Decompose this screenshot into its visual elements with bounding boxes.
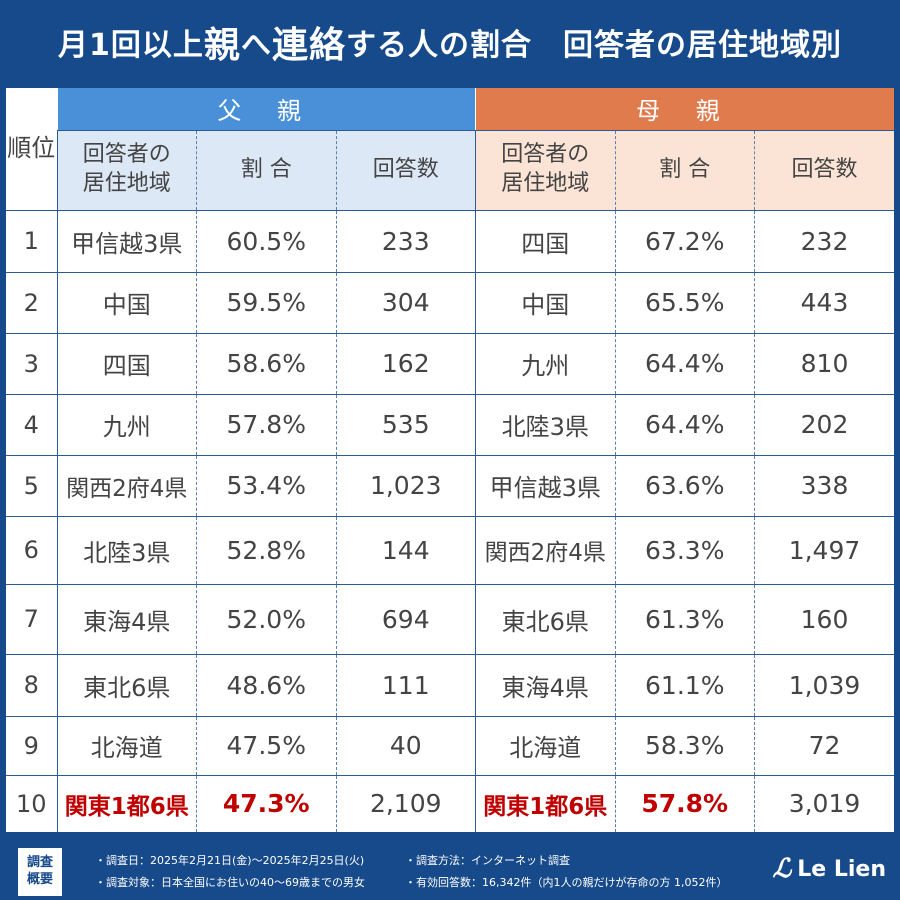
le-lien-logo: ℒ Le Lien bbox=[772, 854, 886, 884]
father-area-cell: 関東1都6県 bbox=[56, 775, 197, 832]
table-row: 5 関西2府4県 53.4% 1,023 甲信越3県 63.6% 338 bbox=[6, 455, 894, 517]
mother-count-header: 回答数 bbox=[754, 130, 894, 211]
survey-target: ・調査対象：日本全国にお住いの40～69歳までの男女 bbox=[95, 876, 365, 889]
mother-count-cell: 1,497 bbox=[754, 516, 894, 585]
mother-count-cell: 202 bbox=[754, 394, 894, 456]
mother-count-cell: 1,039 bbox=[754, 654, 894, 717]
father-count-cell: 694 bbox=[335, 584, 476, 655]
mother-count-cell: 3,019 bbox=[754, 775, 894, 832]
mother-area-cell: 北海道 bbox=[475, 716, 615, 776]
table-row: 2 中国 59.5% 304 中国 65.5% 443 bbox=[6, 272, 894, 334]
father-count-cell: 144 bbox=[335, 516, 476, 585]
father-ratio-cell: 60.5% bbox=[196, 210, 336, 273]
mother-ratio-cell: 61.3% bbox=[614, 584, 755, 655]
rank-header: 順位 bbox=[6, 88, 57, 211]
father-ratio-cell: 48.6% bbox=[196, 654, 336, 717]
table-row: 7 東海4県 52.0% 694 東北6県 61.3% 160 bbox=[6, 584, 894, 655]
father-count-cell: 111 bbox=[335, 654, 476, 717]
mother-ratio-cell: 58.3% bbox=[614, 716, 755, 776]
mother-ratio-cell: 63.3% bbox=[614, 516, 755, 585]
father-count-cell: 233 bbox=[335, 210, 476, 273]
survey-summary: 調査 概要 ・調査日：2025年2月21日(金)～2025年2月25日(火) ・… bbox=[0, 836, 900, 900]
father-count-cell: 535 bbox=[335, 394, 476, 456]
father-ratio-cell: 53.4% bbox=[196, 455, 336, 517]
father-ratio-cell: 58.6% bbox=[196, 333, 336, 395]
father-ratio-cell: 52.8% bbox=[196, 516, 336, 585]
mother-ratio-cell: 63.6% bbox=[614, 455, 755, 517]
mother-header: 母 親 bbox=[475, 88, 894, 131]
logo-mark-icon: ℒ bbox=[772, 854, 792, 884]
rank-cell: 2 bbox=[6, 272, 57, 334]
table-row: 3 四国 58.6% 162 九州 64.4% 810 bbox=[6, 333, 894, 395]
rank-cell: 1 bbox=[6, 210, 57, 273]
father-area-cell: 甲信越3県 bbox=[56, 210, 197, 273]
father-area-cell: 四国 bbox=[56, 333, 197, 395]
rank-cell: 4 bbox=[6, 394, 57, 456]
father-count-cell: 40 bbox=[335, 716, 476, 776]
mother-area-cell: 九州 bbox=[475, 333, 615, 395]
mother-ratio-cell: 67.2% bbox=[614, 210, 755, 273]
mother-count-cell: 810 bbox=[754, 333, 894, 395]
table-row: 1 甲信越3県 60.5% 233 四国 67.2% 232 bbox=[6, 210, 894, 273]
mother-count-cell: 338 bbox=[754, 455, 894, 517]
father-area-cell: 東海4県 bbox=[56, 584, 197, 655]
table-row: 6 北陸3県 52.8% 144 関西2府4県 63.3% 1,497 bbox=[6, 516, 894, 585]
mother-area-cell: 中国 bbox=[475, 272, 615, 334]
father-area-cell: 関西2府4県 bbox=[56, 455, 197, 517]
father-ratio-cell: 47.5% bbox=[196, 716, 336, 776]
father-area-cell: 北海道 bbox=[56, 716, 197, 776]
father-count-cell: 2,109 bbox=[335, 775, 476, 832]
mother-ratio-cell: 61.1% bbox=[614, 654, 755, 717]
mother-ratio-cell: 57.8% bbox=[614, 775, 755, 832]
survey-responses: ・有効回答数：16,342件（内1人の親だけが存命の方 1,052件） bbox=[405, 876, 728, 889]
father-area-cell: 九州 bbox=[56, 394, 197, 456]
father-ratio-header: 割 合 bbox=[196, 130, 336, 211]
mother-ratio-cell: 65.5% bbox=[614, 272, 755, 334]
mother-count-cell: 443 bbox=[754, 272, 894, 334]
mother-ratio-cell: 64.4% bbox=[614, 394, 755, 456]
rank-cell: 7 bbox=[6, 584, 57, 655]
mother-area-cell: 関西2府4県 bbox=[475, 516, 615, 585]
father-area-cell: 中国 bbox=[56, 272, 197, 334]
rank-cell: 9 bbox=[6, 716, 57, 776]
mother-area-cell: 甲信越3県 bbox=[475, 455, 615, 517]
father-area-cell: 北陸3県 bbox=[56, 516, 197, 585]
mother-area-cell: 四国 bbox=[475, 210, 615, 273]
table-row: 9 北海道 47.5% 40 北海道 58.3% 72 bbox=[6, 716, 894, 776]
ranking-table: 順位 父 親 母 親 回答者の 居住地域 割 合 回答数 回答者の 居住地域 割… bbox=[6, 88, 894, 832]
father-ratio-cell: 59.5% bbox=[196, 272, 336, 334]
father-count-cell: 1,023 bbox=[335, 455, 476, 517]
rank-cell: 10 bbox=[15, 789, 47, 818]
mother-area-cell: 北陸3県 bbox=[475, 394, 615, 456]
rank-cell: 6 bbox=[6, 516, 57, 585]
father-ratio-cell: 57.8% bbox=[196, 394, 336, 456]
father-count-header: 回答数 bbox=[335, 130, 476, 211]
father-count-cell: 304 bbox=[335, 272, 476, 334]
mother-count-cell: 232 bbox=[754, 210, 894, 273]
mother-ratio-header: 割 合 bbox=[614, 130, 755, 211]
survey-badge: 調査 概要 bbox=[18, 848, 62, 896]
table-row: 10 関東1都6県 47.3% 2,109 関東1都6県 57.8% 3,019 bbox=[6, 775, 894, 832]
mother-ratio-cell: 64.4% bbox=[614, 333, 755, 395]
table-row: 4 九州 57.8% 535 北陸3県 64.4% 202 bbox=[6, 394, 894, 456]
page-title: 月1回以上親へ連絡 する人の割合 回答者の居住地域別 bbox=[58, 25, 842, 66]
father-ratio-cell: 52.0% bbox=[196, 584, 336, 655]
mother-count-cell: 160 bbox=[754, 584, 894, 655]
father-area-header: 回答者の 居住地域 bbox=[56, 130, 197, 211]
mother-area-cell: 東北6県 bbox=[475, 584, 615, 655]
rank-cell: 5 bbox=[6, 455, 57, 517]
mother-area-header: 回答者の 居住地域 bbox=[475, 130, 615, 211]
rank-cell: 3 bbox=[6, 333, 57, 395]
mother-area-cell: 東海4県 bbox=[475, 654, 615, 717]
survey-method: ・調査方法：インターネット調査 bbox=[405, 854, 570, 867]
survey-date: ・調査日：2025年2月21日(金)～2025年2月25日(火) bbox=[95, 854, 365, 867]
father-area-cell: 東北6県 bbox=[56, 654, 197, 717]
mother-count-cell: 72 bbox=[754, 716, 894, 776]
mother-area-cell: 関東1都6県 bbox=[475, 775, 615, 832]
table-row: 8 東北6県 48.6% 111 東海4県 61.1% 1,039 bbox=[6, 654, 894, 717]
rank-cell: 8 bbox=[6, 654, 57, 717]
father-ratio-cell: 47.3% bbox=[196, 775, 336, 832]
father-count-cell: 162 bbox=[335, 333, 476, 395]
father-header: 父 親 bbox=[56, 88, 476, 131]
